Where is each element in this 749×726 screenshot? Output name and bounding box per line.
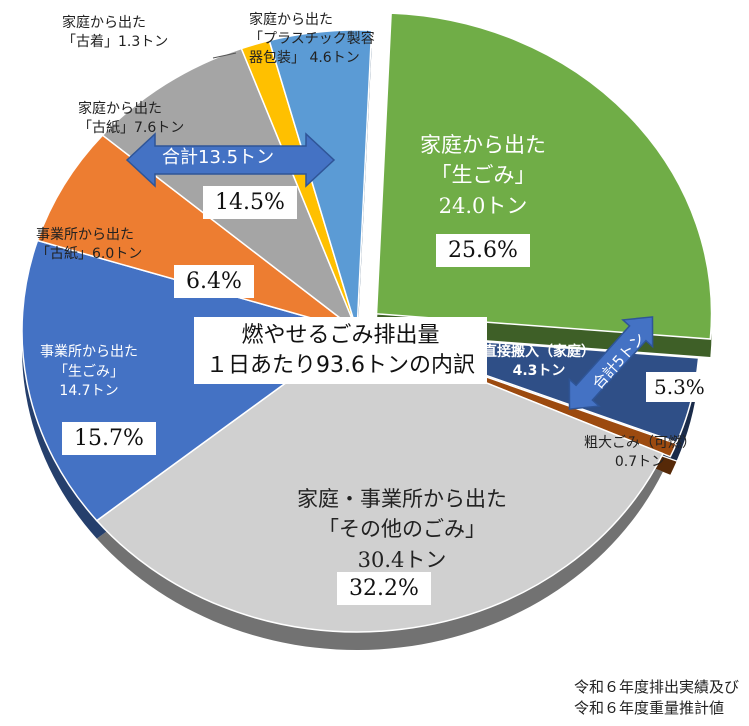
leader-line-furugi bbox=[212, 52, 237, 59]
chart-title-box: 燃やせるごみ排出量 １日あたり93.6トンの内訳 bbox=[194, 317, 487, 385]
label-sodai-gomi: 粗大ごみ（可燃） 0.7トン bbox=[584, 435, 696, 470]
label-katei-furugi: 家庭から出た 「古着」1.3トン bbox=[62, 15, 169, 50]
label-jigyosho-namagomi: 事業所から出た 「生ごみ」 14.7トン bbox=[40, 344, 138, 400]
pct-sonota-gomi: 32.2% bbox=[337, 572, 431, 605]
label-katei-koshi: 家庭から出た 「古紙」7.6トン bbox=[78, 101, 185, 136]
pct-jigyosho-namagomi: 15.7% bbox=[62, 422, 156, 455]
pct-katei-shigen: 14.5% bbox=[203, 186, 297, 219]
chart-title: 燃やせるごみ排出量 bbox=[241, 323, 440, 348]
group-arrow-5 bbox=[568, 316, 654, 410]
label-chokusetsu-hannyu: 直接搬入（家庭） 4.3トン bbox=[483, 344, 595, 379]
label-katei-plastic: 家庭から出た 「プラスチック製容 器包装」 4.6トン bbox=[249, 12, 375, 66]
group-label-13-5: 合計13.5トン bbox=[162, 147, 275, 168]
label-jigyosho-koshi: 事業所から出た 「古紙」6.0トン bbox=[36, 227, 143, 262]
pct-jigyosho-koshi: 6.4% bbox=[174, 265, 254, 298]
group-arrows bbox=[125, 132, 654, 410]
pie-slice-5 bbox=[36, 134, 358, 332]
label-sonota-gomi: 家庭・事業所から出た 「その他のごみ」 30.4トン bbox=[297, 487, 507, 572]
pie-slice-3 bbox=[95, 330, 664, 633]
pct-katei-namagomi: 25.6% bbox=[436, 234, 530, 267]
group-arrow-13-5 bbox=[125, 132, 336, 188]
source-note: 令和６年度排出実績及び 令和６年度重量推計値 bbox=[573, 678, 739, 717]
pie-slice-8 bbox=[268, 29, 373, 332]
chart-subtitle: １日あたり93.6トンの内訳 bbox=[206, 352, 475, 378]
label-katei-namagomi: 家庭から出た 「生ごみ」 24.0トン bbox=[420, 133, 546, 218]
pct-chokusetsu-sodai: 5.3% bbox=[646, 372, 713, 402]
